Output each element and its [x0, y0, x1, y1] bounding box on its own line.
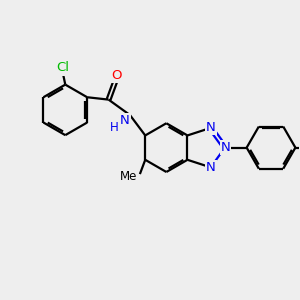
- Text: N: N: [120, 114, 130, 127]
- Text: O: O: [111, 69, 122, 82]
- Text: H: H: [110, 121, 119, 134]
- Text: N: N: [206, 161, 215, 174]
- Text: N: N: [221, 141, 230, 154]
- Text: Me: Me: [120, 170, 137, 183]
- Text: N: N: [206, 122, 215, 134]
- Text: Cl: Cl: [56, 61, 69, 74]
